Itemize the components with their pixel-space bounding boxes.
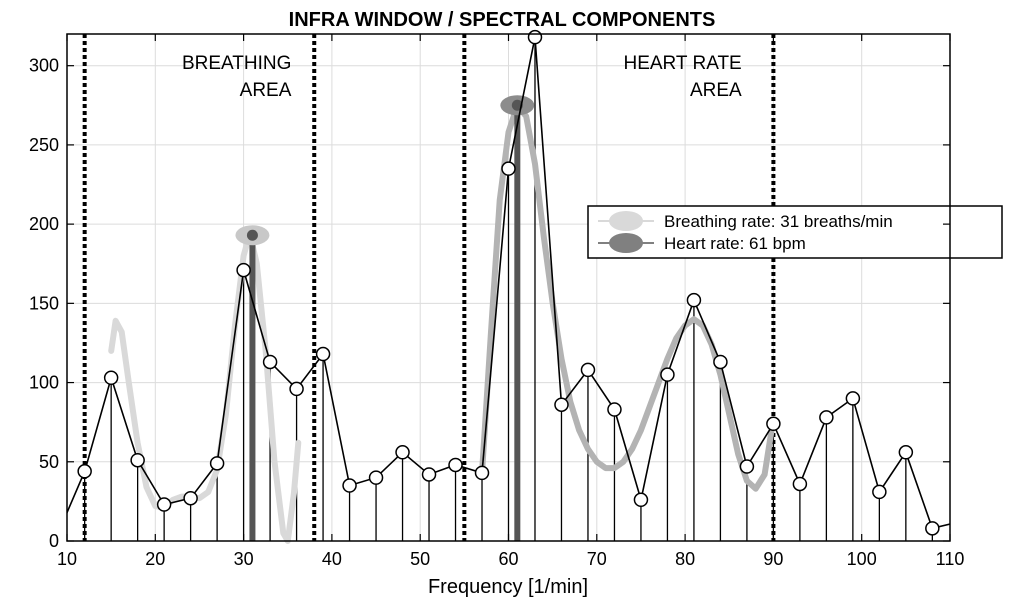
spectrum-marker (236, 262, 251, 278)
x-tick-label: 100 (847, 549, 877, 569)
area-annotation: BREATHING (182, 53, 291, 74)
spectrum-marker (395, 445, 410, 460)
peak-dot (246, 229, 258, 241)
axes: 10 20 30 40 50 60 70 80 90 100 110 0 50 100 150 200 250 3… (29, 33, 965, 569)
x-tick-label: 20 (145, 549, 165, 569)
spectrum-marker (103, 370, 119, 386)
spectrum-marker (739, 459, 755, 474)
spectrum-series (67, 29, 950, 536)
y-tick-label: 150 (29, 293, 59, 313)
spectrum-marker (845, 391, 861, 406)
y-tick-label: 0 (49, 531, 59, 551)
legend-label: Breathing rate: 31 breaths/min (664, 212, 893, 231)
spectrum-marker (766, 416, 781, 432)
spectrum-marker (421, 467, 437, 482)
spectrum-marker (898, 445, 914, 460)
heart-fit-curve (479, 102, 775, 492)
x-tick-label: 80 (675, 549, 695, 569)
spectrum-marker (448, 457, 463, 473)
spectrum-marker (289, 381, 304, 397)
spectrum-marker (554, 397, 569, 412)
area-annotation: AREA (240, 80, 292, 101)
spectrum-marker (713, 354, 728, 370)
x-tick-label: 90 (763, 549, 783, 569)
spectrum-marker (819, 410, 834, 425)
spectrum-marker (607, 402, 622, 417)
spectrum-marker (633, 492, 649, 508)
spectrum-marker (527, 29, 543, 45)
spectrum-marker (262, 354, 278, 370)
peak-markers (235, 95, 535, 541)
x-tick-label: 50 (410, 549, 430, 569)
spectrum-marker (342, 478, 357, 493)
y-tick-label: 300 (29, 56, 59, 76)
y-tick-label: 250 (29, 135, 59, 155)
x-tick-label: 30 (234, 549, 254, 569)
area-boundaries (82, 34, 776, 541)
y-tick-label: 200 (29, 214, 59, 234)
spectrum-marker (686, 292, 702, 308)
x-tick-label: 40 (322, 549, 342, 569)
chart-title: INFRA WINDOW / SPECTRAL COMPONENTS (289, 9, 716, 31)
spectrum-marker (792, 476, 808, 492)
spectrum-marker (209, 456, 225, 471)
area-annotation: HEART RATE (623, 53, 741, 74)
x-tick-label: 10 (57, 549, 77, 569)
spectrum-marker (872, 484, 887, 500)
spectrum-marker (183, 490, 198, 506)
breathing-fit-curve (108, 230, 302, 544)
spectrum-marker (156, 497, 172, 512)
area-annotation: AREA (690, 80, 742, 101)
y-tick-label: 50 (39, 452, 59, 472)
legend-box (587, 205, 1003, 259)
spectrum-marker (580, 362, 596, 378)
spectrum-marker (660, 367, 675, 382)
legend-swatch-marker (609, 233, 643, 253)
x-tick-label: 60 (498, 549, 518, 569)
x-tick-label: 70 (587, 549, 607, 569)
x-axis-label: Frequency [1/min] (428, 576, 588, 598)
spectrum-marker (77, 464, 92, 479)
x-tick-label: 110 (936, 549, 965, 569)
legend: Breathing rate: 31 breaths/min Heart rate… (587, 205, 1003, 259)
legend-swatch-marker (609, 211, 643, 231)
spectrum-marker (315, 346, 331, 362)
spectrum-marker (925, 521, 940, 536)
fit-curves (108, 102, 775, 544)
y-tick-label: 100 (29, 373, 59, 393)
spectrum-marker (368, 470, 384, 485)
spectrum-marker (474, 465, 490, 481)
spectrum-marker (130, 452, 145, 468)
spectrum-marker (501, 161, 516, 176)
legend-label: Heart rate: 61 bpm (664, 234, 806, 253)
area-annotations: BREATHING AREA HEART RATE AREA (182, 53, 742, 101)
